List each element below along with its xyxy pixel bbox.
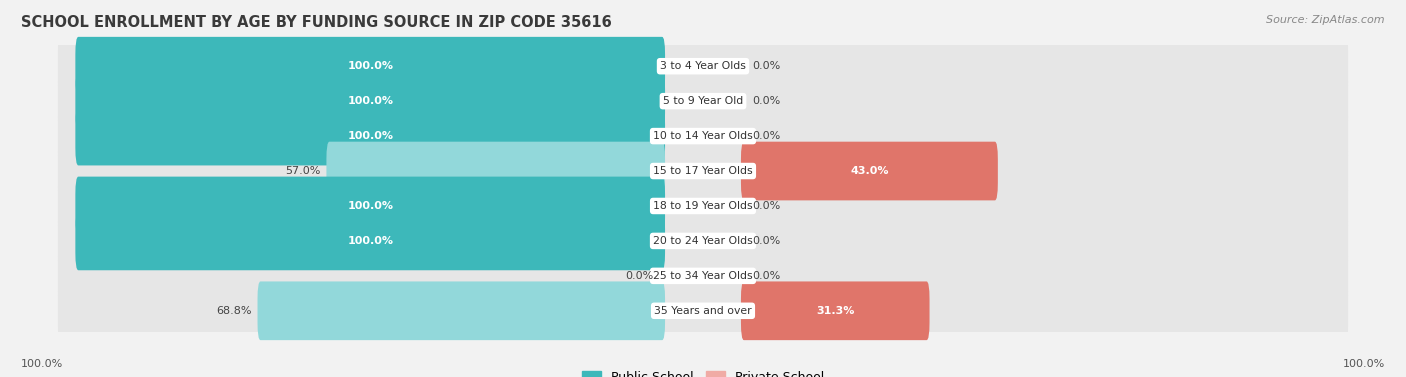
- Text: 0.0%: 0.0%: [752, 236, 780, 246]
- Text: 100.0%: 100.0%: [347, 201, 394, 211]
- FancyBboxPatch shape: [76, 211, 665, 270]
- Text: 43.0%: 43.0%: [851, 166, 889, 176]
- Text: 5 to 9 Year Old: 5 to 9 Year Old: [662, 96, 744, 106]
- Text: 100.0%: 100.0%: [347, 61, 394, 71]
- Text: 57.0%: 57.0%: [285, 166, 321, 176]
- FancyBboxPatch shape: [58, 245, 1348, 307]
- Text: 15 to 17 Year Olds: 15 to 17 Year Olds: [654, 166, 752, 176]
- FancyBboxPatch shape: [58, 140, 1348, 202]
- Text: 10 to 14 Year Olds: 10 to 14 Year Olds: [654, 131, 752, 141]
- FancyBboxPatch shape: [58, 280, 1348, 342]
- Text: 31.3%: 31.3%: [815, 306, 855, 316]
- FancyBboxPatch shape: [76, 37, 665, 95]
- FancyBboxPatch shape: [326, 142, 665, 201]
- Text: 20 to 24 Year Olds: 20 to 24 Year Olds: [654, 236, 752, 246]
- Text: 0.0%: 0.0%: [626, 271, 654, 281]
- Text: 35 Years and over: 35 Years and over: [654, 306, 752, 316]
- Text: 68.8%: 68.8%: [217, 306, 252, 316]
- Text: 0.0%: 0.0%: [752, 271, 780, 281]
- FancyBboxPatch shape: [58, 35, 1348, 97]
- Text: 0.0%: 0.0%: [752, 131, 780, 141]
- Text: 100.0%: 100.0%: [347, 236, 394, 246]
- Text: 0.0%: 0.0%: [752, 61, 780, 71]
- FancyBboxPatch shape: [76, 176, 665, 235]
- FancyBboxPatch shape: [76, 72, 665, 130]
- Text: 3 to 4 Year Olds: 3 to 4 Year Olds: [659, 61, 747, 71]
- FancyBboxPatch shape: [76, 107, 665, 166]
- Text: Source: ZipAtlas.com: Source: ZipAtlas.com: [1267, 15, 1385, 25]
- Text: SCHOOL ENROLLMENT BY AGE BY FUNDING SOURCE IN ZIP CODE 35616: SCHOOL ENROLLMENT BY AGE BY FUNDING SOUR…: [21, 15, 612, 30]
- Text: 100.0%: 100.0%: [1343, 359, 1385, 369]
- Text: 25 to 34 Year Olds: 25 to 34 Year Olds: [654, 271, 752, 281]
- FancyBboxPatch shape: [58, 210, 1348, 272]
- Text: 0.0%: 0.0%: [752, 201, 780, 211]
- Text: 0.0%: 0.0%: [752, 96, 780, 106]
- FancyBboxPatch shape: [741, 142, 998, 201]
- FancyBboxPatch shape: [257, 282, 665, 340]
- Text: 100.0%: 100.0%: [347, 96, 394, 106]
- FancyBboxPatch shape: [58, 70, 1348, 132]
- FancyBboxPatch shape: [58, 105, 1348, 167]
- Text: 100.0%: 100.0%: [21, 359, 63, 369]
- Text: 18 to 19 Year Olds: 18 to 19 Year Olds: [654, 201, 752, 211]
- Legend: Public School, Private School: Public School, Private School: [576, 366, 830, 377]
- FancyBboxPatch shape: [58, 175, 1348, 237]
- FancyBboxPatch shape: [741, 282, 929, 340]
- Text: 100.0%: 100.0%: [347, 131, 394, 141]
